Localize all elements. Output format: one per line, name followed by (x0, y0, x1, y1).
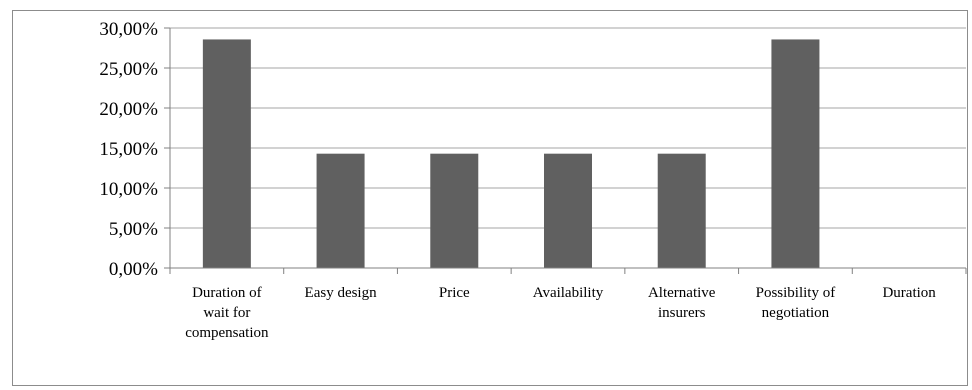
bar (430, 153, 479, 268)
y-tick-label: 25,00% (99, 59, 158, 80)
x-tick-label: Price (439, 285, 470, 301)
axes (164, 27, 967, 274)
x-tick-label: Duration of wait for compensation (185, 285, 269, 341)
x-tick-label: Availability (533, 285, 604, 301)
y-tick-label: 0,00% (109, 259, 158, 280)
bar (544, 153, 592, 268)
x-tick-label: Possibility of negotiation (756, 285, 836, 321)
x-tick-label: Easy design (305, 285, 378, 301)
bar (657, 153, 706, 268)
y-tick-label: 10,00% (99, 179, 158, 200)
x-tick-labels: Duration of wait for compensation Easy desi… (185, 285, 936, 341)
y-tick-label: 30,00% (99, 19, 158, 40)
x-tick-label: Duration (882, 285, 936, 301)
y-tick-label: 5,00% (109, 219, 158, 240)
gridlines (170, 27, 966, 229)
bar (202, 39, 251, 268)
y-tick-label: 15,00% (99, 139, 158, 160)
x-tick-label: Alternative insurers (648, 285, 716, 321)
bar (771, 39, 820, 268)
bar (316, 153, 365, 268)
y-tick-labels: 0,00% 5,00% 10,00% 15,00% 20,00% 25,00% 30,00% (99, 19, 158, 280)
bars (202, 39, 820, 268)
y-tick-label: 20,00% (99, 99, 158, 120)
